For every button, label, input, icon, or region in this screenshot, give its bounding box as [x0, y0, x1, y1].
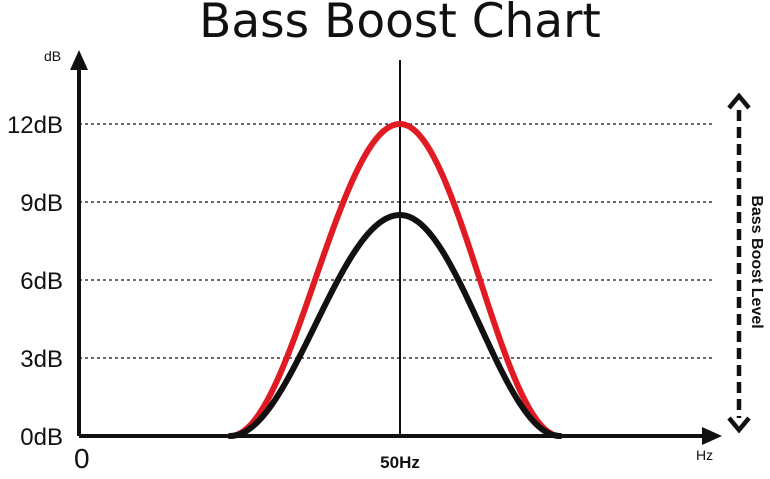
chart-title: Bass Boost Chart: [199, 0, 601, 49]
origin-label: 0: [74, 443, 90, 474]
down-arrow-icon: [727, 416, 751, 434]
y-tick-label: 0dB: [20, 424, 63, 451]
y-axis-unit-label: dB: [44, 48, 61, 64]
center-frequency-label: 50Hz: [380, 453, 420, 472]
x-axis-unit-label: Hz: [696, 447, 713, 463]
boost-curve-low: [227, 212, 563, 439]
up-arrow-icon: [727, 92, 751, 110]
y-tick-label: 9dB: [20, 190, 63, 217]
bass-boost-level-label: Bass Boost Level: [748, 195, 765, 328]
y-tick-label: 6dB: [20, 268, 63, 295]
x-axis-arrow-icon: [702, 427, 722, 445]
y-axis-arrow-icon: [70, 50, 88, 70]
boost-curve-high: [227, 121, 563, 439]
y-tick-label: 3dB: [20, 346, 63, 373]
y-tick-label: 12dB: [7, 112, 63, 139]
